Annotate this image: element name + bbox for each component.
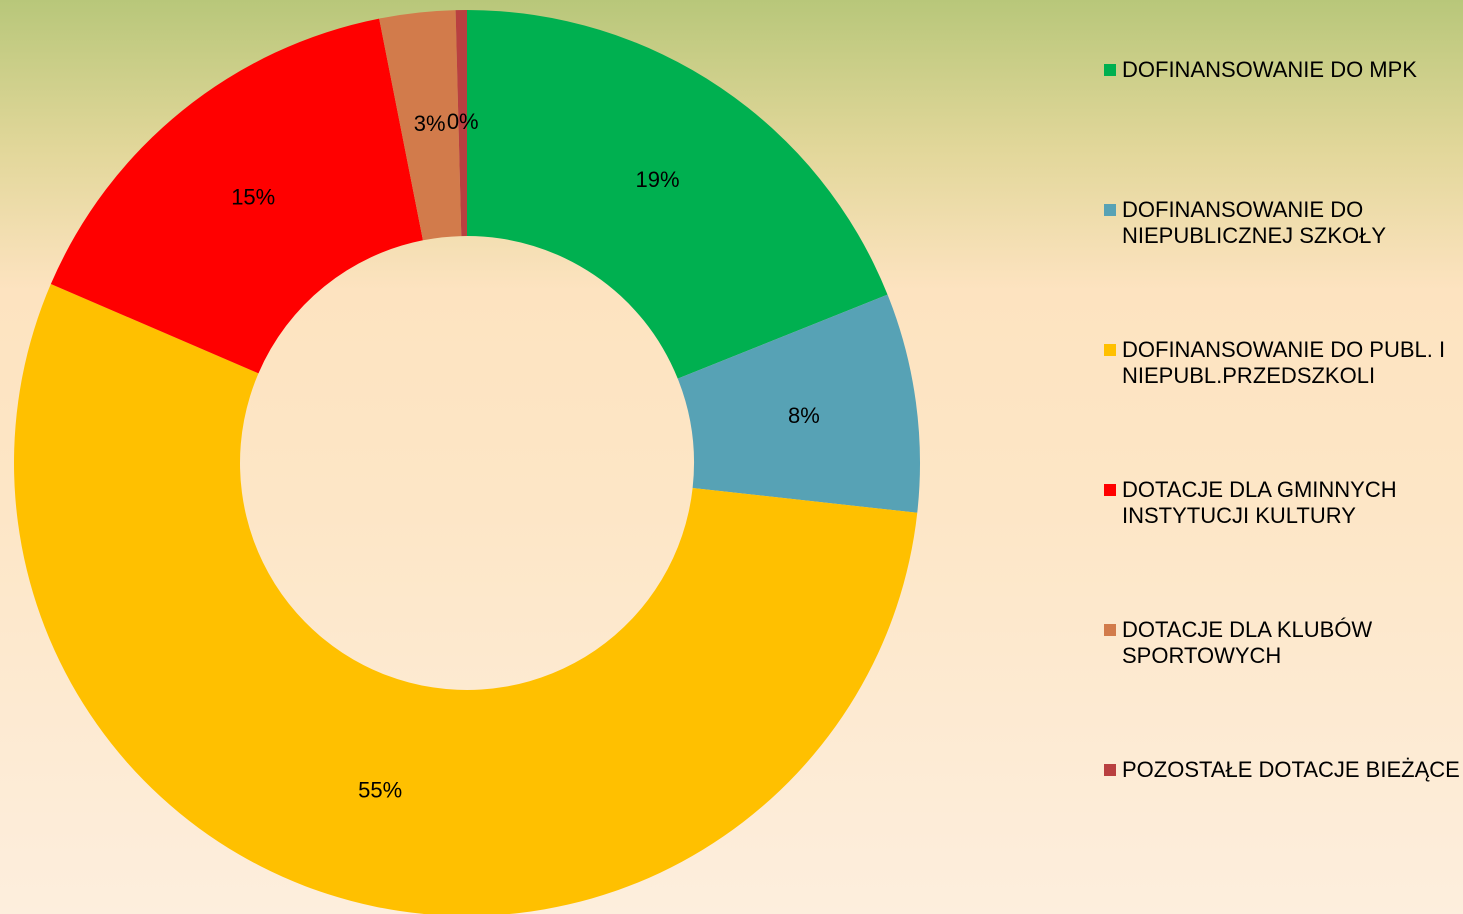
legend-swatch — [1104, 204, 1116, 216]
legend-item: POZOSTAŁE DOTACJE BIEŻĄCE — [1104, 757, 1463, 783]
legend-swatch — [1104, 624, 1116, 636]
data-label: 3% — [414, 111, 446, 136]
slice — [467, 10, 888, 379]
legend-item: DOFINANSOWANIE DO PUBL. I NIEPUBL.PRZEDS… — [1104, 337, 1463, 389]
legend-swatch — [1104, 64, 1116, 76]
slice — [379, 10, 462, 241]
legend-item: DOTACJE DLA KLUBÓW SPORTOWYCH — [1104, 617, 1463, 669]
legend-label: DOFINANSOWANIE DO NIEPUBLICZNEJ SZKOŁY — [1122, 197, 1387, 248]
legend-label: POZOSTAŁE DOTACJE BIEŻĄCE — [1122, 757, 1460, 782]
legend-swatch — [1104, 764, 1116, 776]
slice — [14, 284, 918, 914]
legend-label: DOFINANSOWANIE DO MPK — [1122, 57, 1417, 82]
data-label: 19% — [636, 167, 680, 192]
slice — [455, 10, 467, 237]
legend-label: DOFINANSOWANIE DO PUBL. I NIEPUBL.PRZEDS… — [1122, 337, 1446, 388]
slice — [677, 294, 920, 513]
data-label: 0% — [447, 109, 479, 134]
legend-swatch — [1104, 344, 1116, 356]
legend-item: DOFINANSOWANIE DO NIEPUBLICZNEJ SZKOŁY — [1104, 197, 1463, 249]
data-label: 8% — [788, 403, 820, 428]
legend-item: DOFINANSOWANIE DO MPK — [1104, 57, 1463, 83]
legend-label: DOTACJE DLA GMINNYCH INSTYTUCJI KULTURY — [1122, 477, 1397, 528]
data-label: 55% — [358, 778, 402, 803]
legend-swatch — [1104, 484, 1116, 496]
legend-item: DOTACJE DLA GMINNYCH INSTYTUCJI KULTURY — [1104, 477, 1463, 529]
legend-label: DOTACJE DLA KLUBÓW SPORTOWYCH — [1122, 617, 1373, 668]
data-label: 15% — [231, 184, 275, 209]
slice — [50, 18, 423, 374]
